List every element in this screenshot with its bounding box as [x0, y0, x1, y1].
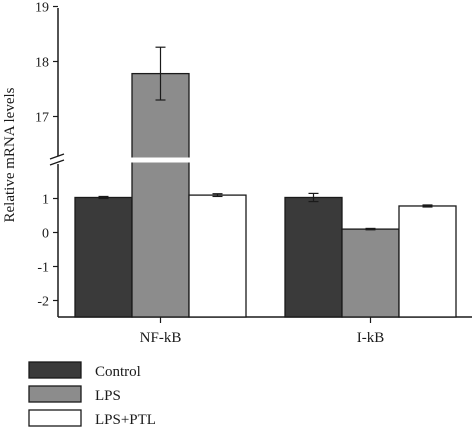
- y-tick-label: -2: [37, 295, 49, 310]
- y-tick-label: -1: [37, 261, 49, 276]
- axis-break-gap: [50, 156, 64, 164]
- bar: [74, 196, 133, 318]
- y-tick-label: 19: [35, 1, 49, 16]
- bar: [284, 196, 343, 318]
- legend: Control LPS LPS+PTL: [28, 361, 156, 428]
- bar: [131, 72, 190, 318]
- bar: [188, 194, 247, 318]
- bar-break-gap: [131, 157, 190, 163]
- bars: [74, 46, 457, 318]
- x-tick-label: NF-kB: [140, 330, 182, 346]
- axis-break-mark: [49, 159, 65, 166]
- legend-swatch: [28, 409, 82, 427]
- legend-label: LPS+PTL: [95, 412, 156, 428]
- y-tick-label: 17: [35, 111, 49, 126]
- y-tick-label: 1: [42, 193, 49, 208]
- legend-label: Control: [95, 364, 141, 380]
- legend-label: LPS: [95, 388, 121, 404]
- axis-break-mark: [49, 153, 65, 160]
- y-tick-label: 18: [35, 56, 49, 71]
- legend-swatch: [28, 361, 82, 379]
- legend-swatch: [28, 385, 82, 403]
- bar: [398, 205, 457, 318]
- y-tick-label: 0: [42, 227, 49, 242]
- y-axis-label: Relative mRNA levels: [2, 87, 18, 222]
- x-tick-label: I-kB: [357, 330, 385, 346]
- bar: [341, 228, 400, 318]
